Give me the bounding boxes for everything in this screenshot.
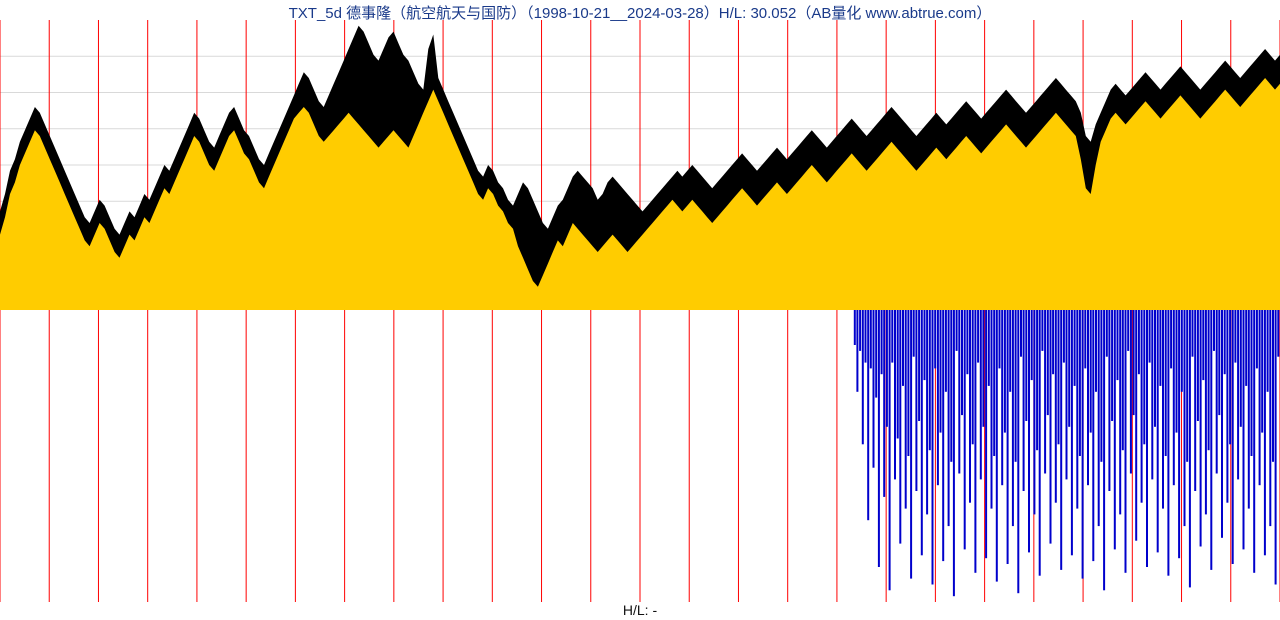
axis-label: H/L: - — [0, 602, 1280, 618]
chart-title: TXT_5d 德事隆（航空航天与国防）（1998-10-21__2024-03-… — [0, 2, 1280, 23]
lower-ratio-chart — [0, 310, 1280, 602]
upper-price-chart — [0, 20, 1280, 310]
